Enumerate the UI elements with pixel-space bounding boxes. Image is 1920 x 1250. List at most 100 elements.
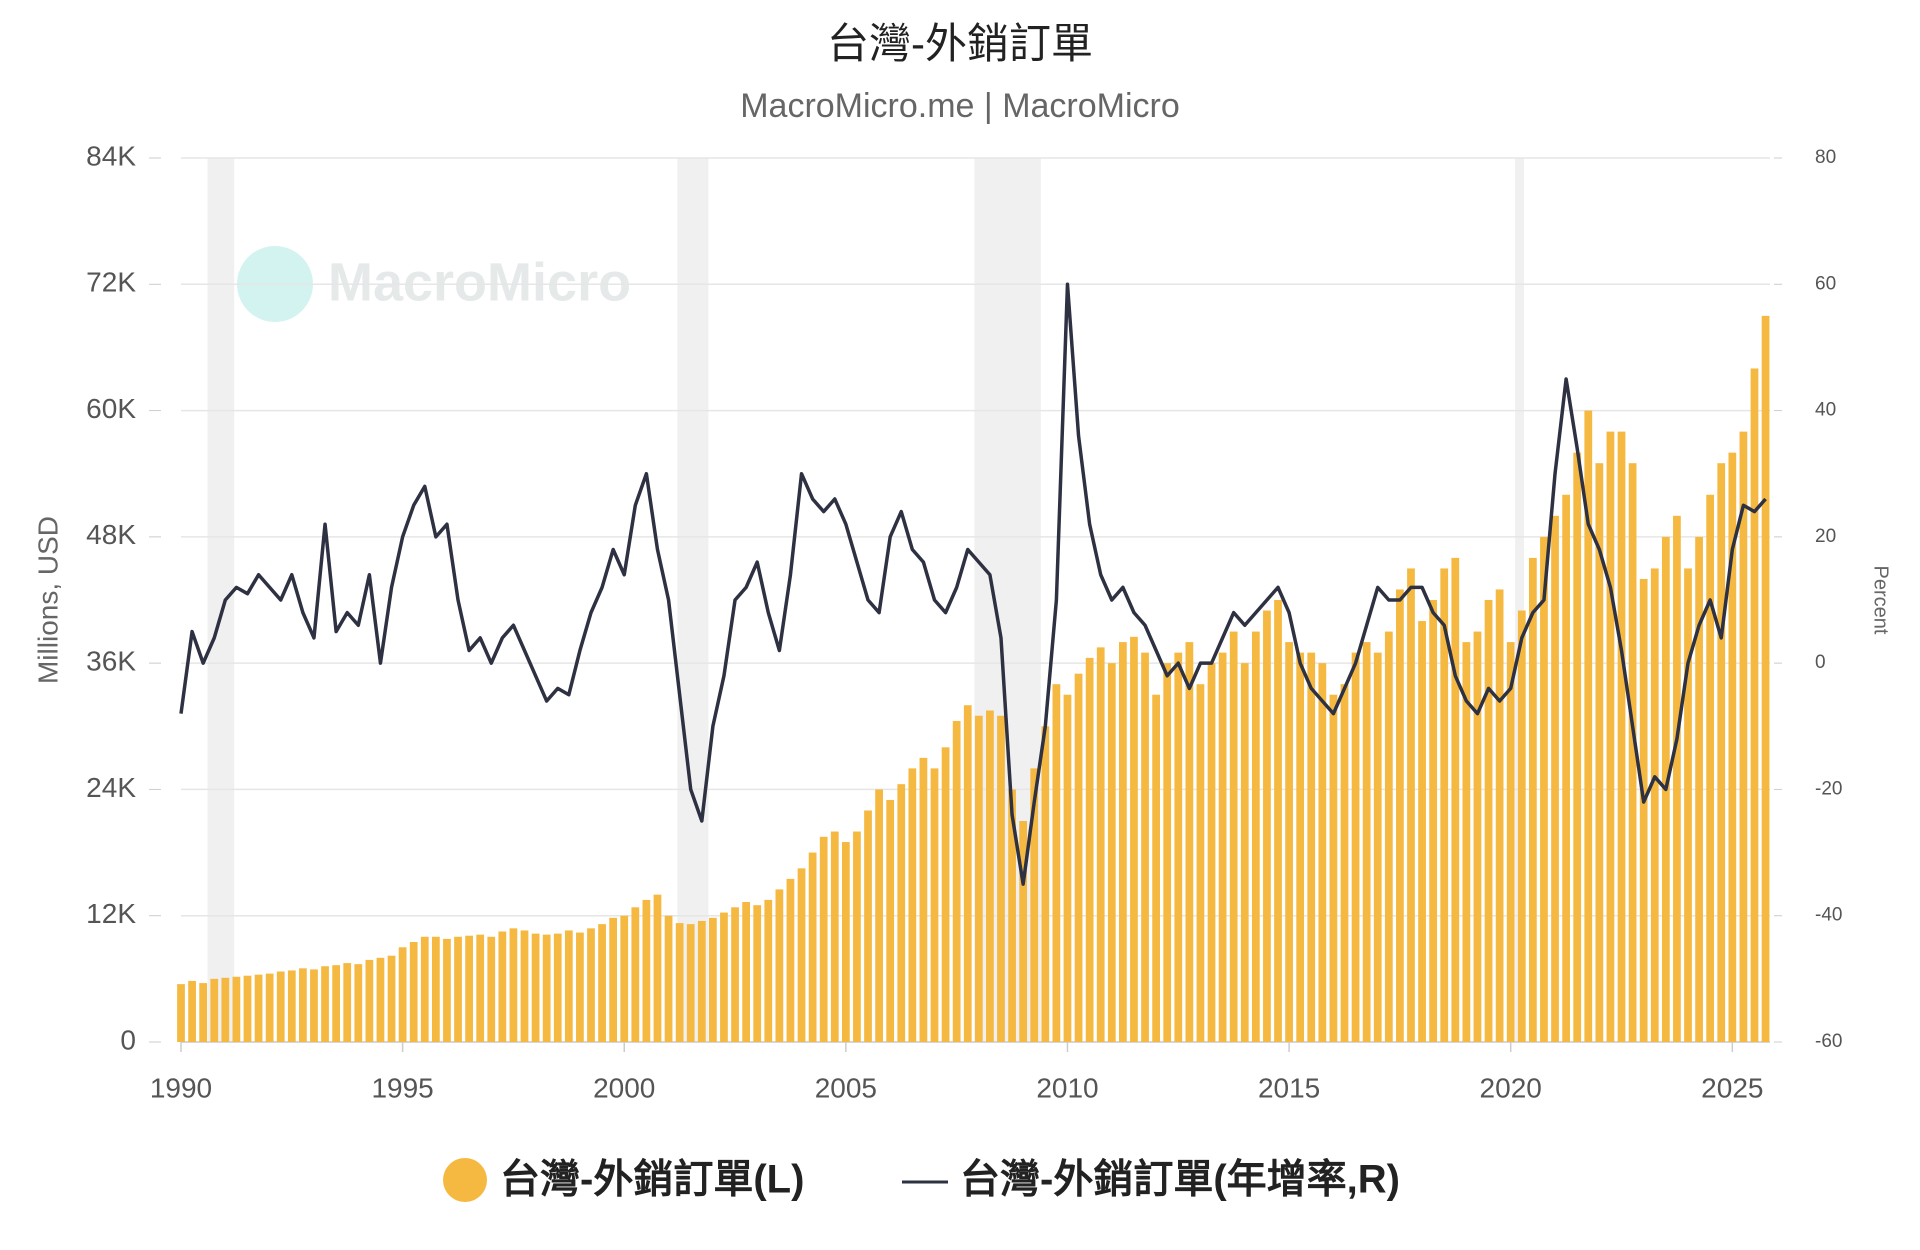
bar (908, 768, 917, 1042)
bar (986, 710, 994, 1042)
bar (354, 964, 363, 1042)
bar (1595, 463, 1604, 1042)
y2-tick-label: 40 (1815, 400, 1836, 421)
y-tick-label: 36K (86, 646, 136, 677)
bar (853, 831, 861, 1042)
bar (631, 907, 640, 1042)
bar (420, 936, 429, 1042)
y2-tick-label: 20 (1815, 526, 1836, 547)
bar (1495, 589, 1504, 1042)
bar (897, 784, 906, 1042)
bar (686, 924, 695, 1042)
bar (1418, 621, 1426, 1042)
bar (409, 942, 418, 1042)
bar (952, 721, 961, 1042)
y-tick-label: 60K (86, 393, 136, 424)
bar (1540, 536, 1548, 1042)
watermark-group: MacroMicro (237, 246, 631, 322)
bar (1761, 315, 1770, 1042)
bar (276, 971, 285, 1042)
bar (1562, 494, 1570, 1042)
bar (564, 930, 573, 1042)
bar (1628, 463, 1637, 1042)
bar (1130, 636, 1138, 1042)
bar (974, 715, 983, 1042)
line (179, 282, 1767, 886)
bar (1639, 578, 1648, 1042)
bar (1196, 684, 1205, 1042)
bar (587, 928, 595, 1042)
bar (1285, 642, 1293, 1042)
bar (531, 933, 540, 1042)
bar (1484, 600, 1493, 1042)
bar (1373, 652, 1382, 1042)
bar (1429, 600, 1438, 1042)
bar (875, 789, 883, 1042)
bar (1617, 431, 1626, 1043)
bar (1296, 652, 1305, 1042)
bar (609, 917, 618, 1042)
x-tick-label: 2025 (1701, 1072, 1763, 1103)
bar (1407, 568, 1415, 1042)
bar (1240, 663, 1249, 1042)
bar (1606, 431, 1615, 1043)
bar (697, 920, 706, 1042)
shaded-period (1515, 158, 1525, 1042)
bar (520, 930, 529, 1042)
bar (642, 899, 651, 1042)
bar (1440, 568, 1449, 1042)
bar (764, 899, 773, 1042)
bar (841, 842, 850, 1042)
bar (443, 938, 451, 1042)
bar (1739, 431, 1748, 1043)
bar (731, 907, 739, 1042)
bar (1684, 568, 1692, 1042)
bar (310, 969, 318, 1042)
bar (1152, 694, 1160, 1042)
bar (1063, 694, 1072, 1042)
bar (1506, 642, 1515, 1042)
y2-tick-label: 80 (1815, 147, 1836, 168)
y-tick-label: 12K (86, 898, 136, 929)
bar (1351, 652, 1360, 1042)
bar (1551, 515, 1559, 1042)
bar (387, 955, 396, 1042)
legend: 台灣-外銷訂單(L) 台灣-外銷訂單(年增率,R) (443, 1158, 1400, 1202)
y-tick-label: 48K (86, 519, 136, 550)
bar (886, 799, 895, 1042)
bar (232, 976, 241, 1042)
bar (254, 974, 263, 1042)
bar (1396, 589, 1404, 1042)
bar (1673, 515, 1681, 1042)
y2-tick-label: -60 (1815, 1031, 1842, 1052)
bar (808, 852, 817, 1042)
bar (199, 983, 208, 1042)
bar (1008, 789, 1016, 1042)
bar (1706, 494, 1715, 1042)
bar (753, 905, 762, 1042)
bar (941, 747, 950, 1042)
x-tick-label: 2015 (1258, 1072, 1320, 1103)
bar (1329, 694, 1338, 1042)
bar (454, 936, 462, 1042)
bar (1728, 452, 1737, 1043)
y2-tick-label: -20 (1815, 778, 1842, 799)
bar (1584, 410, 1593, 1043)
bar (786, 878, 795, 1042)
bar (1141, 652, 1149, 1042)
bar (1019, 821, 1028, 1042)
x-tick-label: 1995 (371, 1072, 433, 1103)
bar (509, 928, 518, 1042)
bar (1229, 631, 1238, 1042)
x-tick-label: 2000 (593, 1072, 655, 1103)
bar (1717, 463, 1726, 1042)
bar (1650, 568, 1659, 1042)
bar (1340, 684, 1349, 1042)
legend-label: 台灣-外銷訂單(L) (500, 1158, 804, 1202)
bar (1274, 600, 1282, 1042)
bar (1251, 631, 1260, 1042)
bar (1218, 652, 1227, 1042)
y2-axis-title: Percent (1870, 566, 1892, 635)
bar (1384, 631, 1393, 1042)
